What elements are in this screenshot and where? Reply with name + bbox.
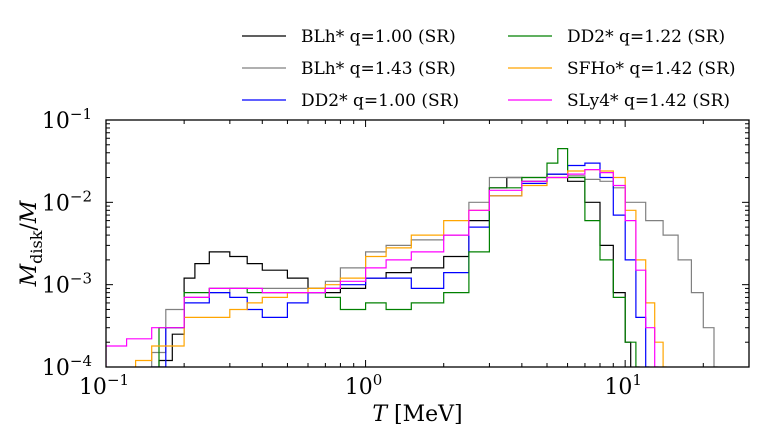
plot-frame (105, 119, 750, 368)
y-tick-label: 10−1 (42, 105, 92, 134)
series-line-5 (135, 169, 667, 367)
legend: BLh* q=1.00 (SR) BLh* q=1.43 (SR) DD2* q=1… (242, 27, 736, 111)
x-tick-label: 10−1 (79, 371, 129, 400)
legend-label-1: BLh* q=1.00 (SR) (301, 27, 456, 47)
legend-label-5: SFHo* q=1.42 (SR) (567, 59, 736, 79)
axis-ticks: 10−1 100 101 10−1 10−2 10−3 10−4 (42, 105, 750, 400)
y-tick-label: 10−2 (42, 187, 92, 216)
x-tick-label: 100 (345, 371, 383, 400)
y-axis-label: Mdisk/M (17, 200, 46, 287)
legend-label-2: BLh* q=1.43 (SR) (301, 59, 456, 79)
y-tick-label: 10−3 (42, 270, 92, 299)
y-tick-label: 10−4 (42, 352, 92, 381)
legend-label-6: SLy4* q=1.42 (SR) (567, 91, 730, 111)
series-line-3 (151, 162, 650, 367)
legend-label-4: DD2* q=1.22 (SR) (567, 27, 725, 47)
series-line-1 (158, 173, 632, 367)
x-tick-label: 101 (604, 371, 642, 400)
series-line-6 (106, 169, 659, 367)
plot-series (106, 148, 718, 367)
legend-label-3: DD2* q=1.00 (SR) (301, 91, 459, 111)
x-axis-label: T [MeV] (372, 402, 462, 427)
